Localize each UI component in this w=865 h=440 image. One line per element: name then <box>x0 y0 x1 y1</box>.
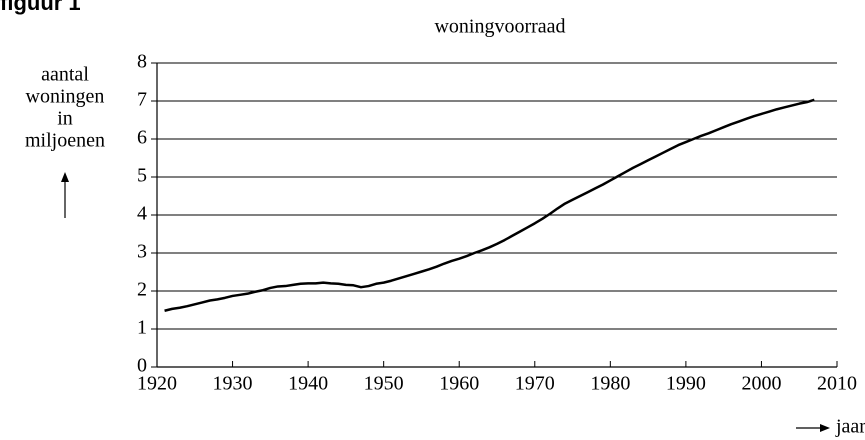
y-tick-label: 1 <box>137 317 147 339</box>
x-axis-label: jaartal <box>835 416 865 438</box>
y-axis-label: miljoenen <box>25 130 105 152</box>
y-axis-label: aantal <box>41 64 89 86</box>
x-tick-label: 1930 <box>213 373 253 395</box>
x-tick-label: 1960 <box>439 373 479 395</box>
x-tick-label: 2010 <box>817 373 857 395</box>
y-tick-label: 5 <box>137 165 147 187</box>
figure-label: figuur 1 <box>0 0 81 15</box>
y-tick-label: 7 <box>137 89 147 111</box>
x-tick-label: 1980 <box>590 373 630 395</box>
y-tick-label: 4 <box>137 203 147 225</box>
y-axis-label: woningen <box>26 86 105 108</box>
y-tick-label: 8 <box>137 51 147 73</box>
y-tick-label: 3 <box>137 241 147 263</box>
x-tick-label: 1940 <box>288 373 328 395</box>
y-arrow-head <box>61 172 69 182</box>
data-line <box>164 98 815 312</box>
x-tick-label: 2000 <box>741 373 781 395</box>
y-tick-label: 0 <box>137 355 147 377</box>
x-tick-label: 1970 <box>515 373 555 395</box>
x-tick-label: 1920 <box>137 373 177 395</box>
x-tick-label: 1950 <box>364 373 404 395</box>
chart-title: woningvoorraad <box>434 16 565 38</box>
y-tick-label: 6 <box>137 127 147 149</box>
y-tick-label: 2 <box>137 279 147 301</box>
y-axis-label: in <box>57 108 73 130</box>
x-tick-label: 1990 <box>666 373 706 395</box>
x-arrow-head <box>820 424 830 432</box>
